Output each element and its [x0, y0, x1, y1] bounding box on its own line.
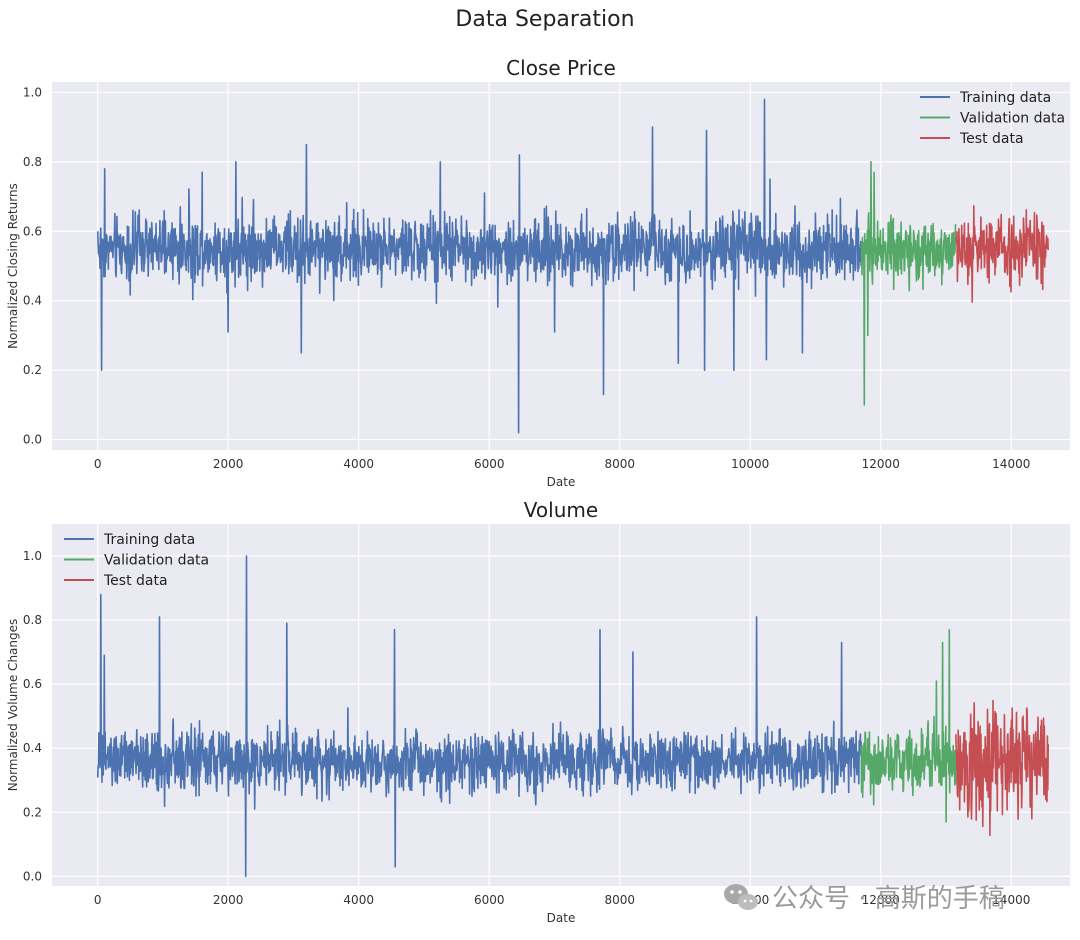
- y-tick-label: 0.0: [23, 869, 42, 883]
- series-line-validation-data: [860, 628, 957, 823]
- y-axis-label: Normalized Closing Returns: [6, 183, 20, 349]
- plot-background: [52, 524, 1070, 886]
- y-tick-label: 1.0: [23, 85, 42, 99]
- x-axis-label: Date: [547, 911, 576, 925]
- chart-title: Close Price: [506, 56, 616, 80]
- chart-volume: 020004000600080001000012000140000.00.20.…: [6, 498, 1070, 925]
- series-line-training-data: [96, 555, 862, 878]
- x-tick-label: 8000: [604, 893, 635, 907]
- chart-title: Volume: [524, 498, 598, 522]
- legend: Training data Validation data Test data: [920, 90, 1065, 147]
- y-tick-label: 1.0: [23, 549, 42, 563]
- y-tick-label: 0.2: [23, 805, 42, 819]
- x-tick-label: 2000: [213, 457, 244, 471]
- x-tick-label: 2000: [213, 893, 244, 907]
- y-axis-label: Normalized Volume Changes: [6, 619, 20, 792]
- series-line-training-data: [96, 98, 862, 434]
- x-tick-label: 12000: [862, 893, 900, 907]
- legend-label: Validation data: [104, 553, 209, 569]
- y-tick-label: 0.4: [23, 741, 42, 755]
- legend-label: Test data: [103, 573, 168, 589]
- x-tick-label: 14000: [992, 457, 1030, 471]
- x-tick-label: 6000: [474, 457, 505, 471]
- legend-label: Test data: [959, 131, 1024, 147]
- x-tick-label: 4000: [343, 457, 374, 471]
- x-tick-label: 4000: [343, 893, 374, 907]
- series-line-test-data: [955, 205, 1049, 303]
- legend-label: Validation data: [960, 111, 1065, 127]
- charts-container: 0 2000 4000 6000 8000 10000 12000 14000 0.0 0.2 0.…: [6, 56, 1070, 925]
- y-tick-label: 0.4: [23, 294, 42, 308]
- y-tick-label: 0.6: [23, 677, 42, 691]
- chart-close-price: 0 2000 4000 6000 8000 10000 12000 14000 0.0 0.2 0.…: [6, 56, 1070, 489]
- y-tick-label: 0.0: [23, 433, 42, 447]
- x-tick-label: 12000: [862, 457, 900, 471]
- series-line-validation-data: [860, 161, 957, 406]
- x-tick-label: 0: [94, 457, 102, 471]
- y-tick-label: 0.8: [23, 155, 42, 169]
- y-tick-label: 0.6: [23, 224, 42, 238]
- legend: Training data Validation data Test data: [64, 532, 209, 589]
- wechat-icon: [724, 884, 758, 910]
- x-tick-label: 10000: [731, 457, 769, 471]
- x-tick-label: 6000: [474, 893, 505, 907]
- figure-suptitle: Data Separation: [455, 7, 634, 32]
- x-tick-label: 14000: [992, 893, 1030, 907]
- series-line-test-data: [955, 699, 1049, 837]
- x-tick-label: 8000: [604, 457, 635, 471]
- x-tick-label: 0: [94, 893, 102, 907]
- y-tick-label: 0.2: [23, 363, 42, 377]
- x-axis-label: Date: [547, 475, 576, 489]
- legend-label: Training data: [103, 532, 195, 548]
- watermark: 公众号 · 高斯的手稿: [724, 884, 1005, 914]
- y-tick-label: 0.8: [23, 613, 42, 627]
- legend-label: Training data: [959, 90, 1051, 106]
- watermark-text: 公众号 · 高斯的手稿: [772, 884, 1005, 914]
